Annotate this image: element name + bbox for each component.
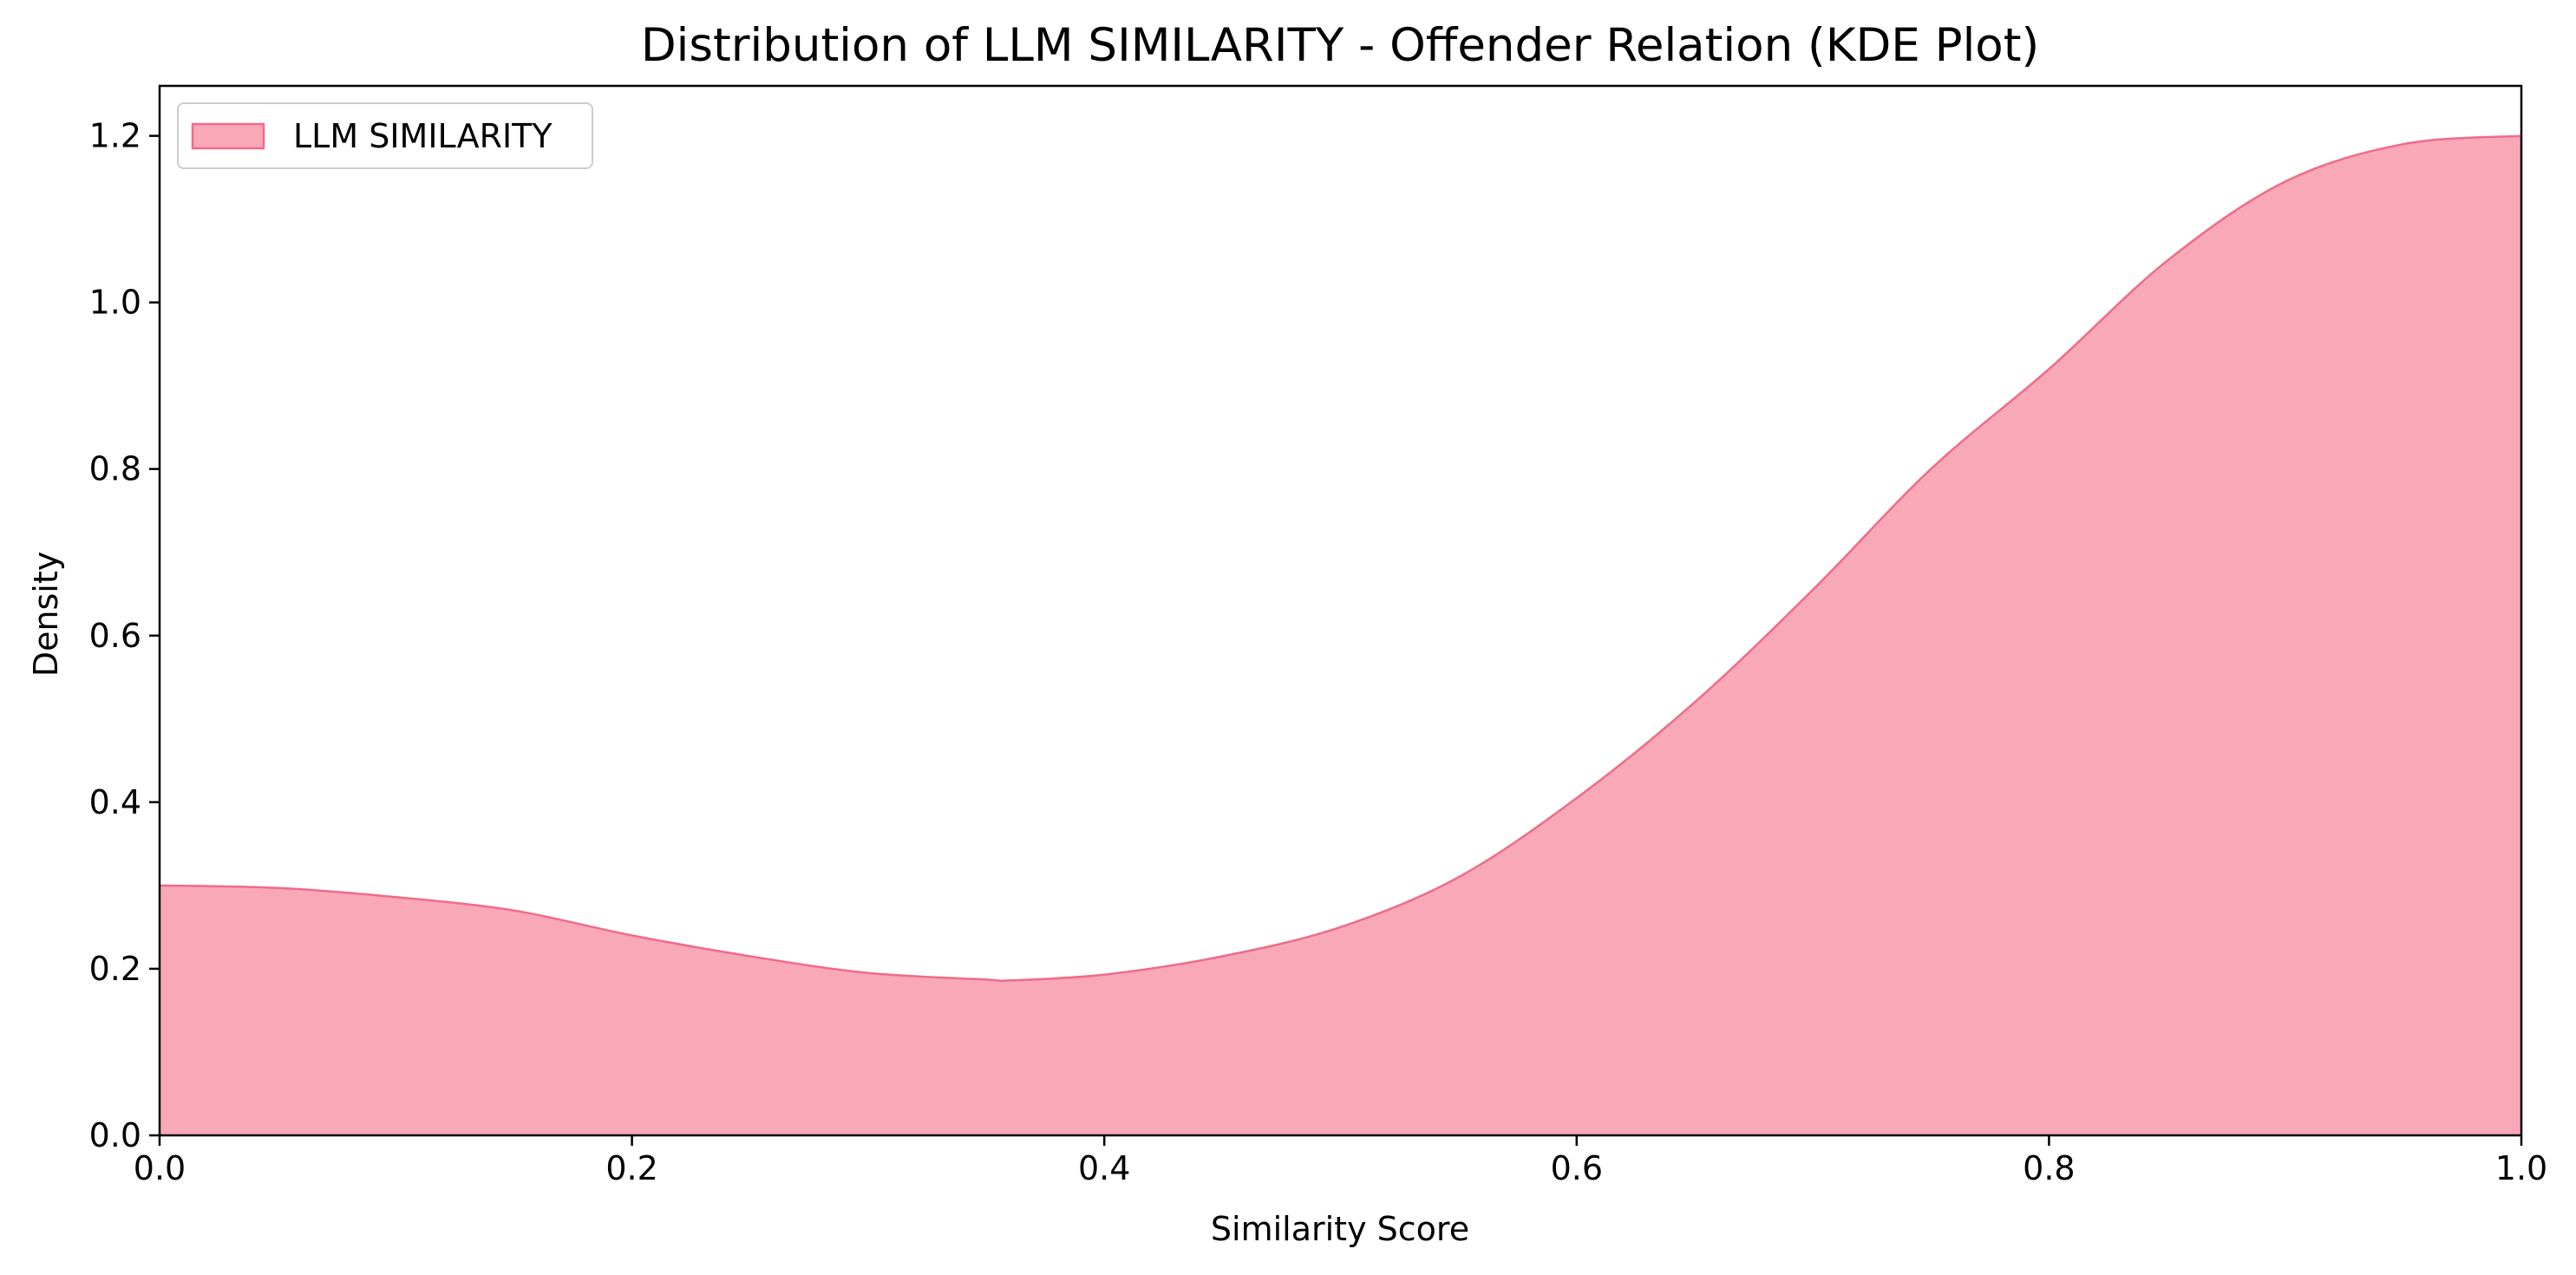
y-axis-label: Density [27, 552, 65, 677]
y-tick-label: 0.2 [89, 950, 141, 988]
kde-area-series-0 [160, 135, 2521, 1136]
legend-box [177, 102, 593, 169]
y-tick-label: 1.2 [89, 117, 141, 155]
x-tick-label: 0.6 [1551, 1149, 1603, 1187]
chart-title: Distribution of LLM SIMILARITY - Offende… [641, 19, 2039, 72]
legend: LLM SIMILARITY [177, 102, 593, 169]
legend-label: LLM SIMILARITY [293, 117, 552, 155]
x-tick-label: 1.0 [2495, 1149, 2547, 1187]
x-tick-label: 0.2 [605, 1149, 657, 1187]
x-axis-label: Similarity Score [1211, 1210, 1469, 1248]
x-tick-label: 0.8 [2023, 1149, 2075, 1187]
plot-area [159, 134, 2522, 1136]
x-tick-label: 0.0 [134, 1149, 186, 1187]
x-tick-label: 0.4 [1078, 1149, 1130, 1187]
y-tick-label: 0.4 [89, 783, 141, 821]
kde-line-series-0 [159, 134, 2522, 983]
y-tick-label: 0.6 [89, 617, 141, 655]
legend-swatch [191, 122, 265, 150]
y-tick-label: 0.8 [89, 450, 141, 488]
axes: 0.0 0.2 0.4 0.6 0.8 1.0 0.0 0.2 0.4 0.6 0.8 1.0 1.2 [89, 84, 2547, 1187]
y-tick-label: 0.0 [89, 1116, 141, 1154]
axes-frame [158, 84, 2523, 1137]
y-tick-label: 1.0 [89, 284, 141, 322]
